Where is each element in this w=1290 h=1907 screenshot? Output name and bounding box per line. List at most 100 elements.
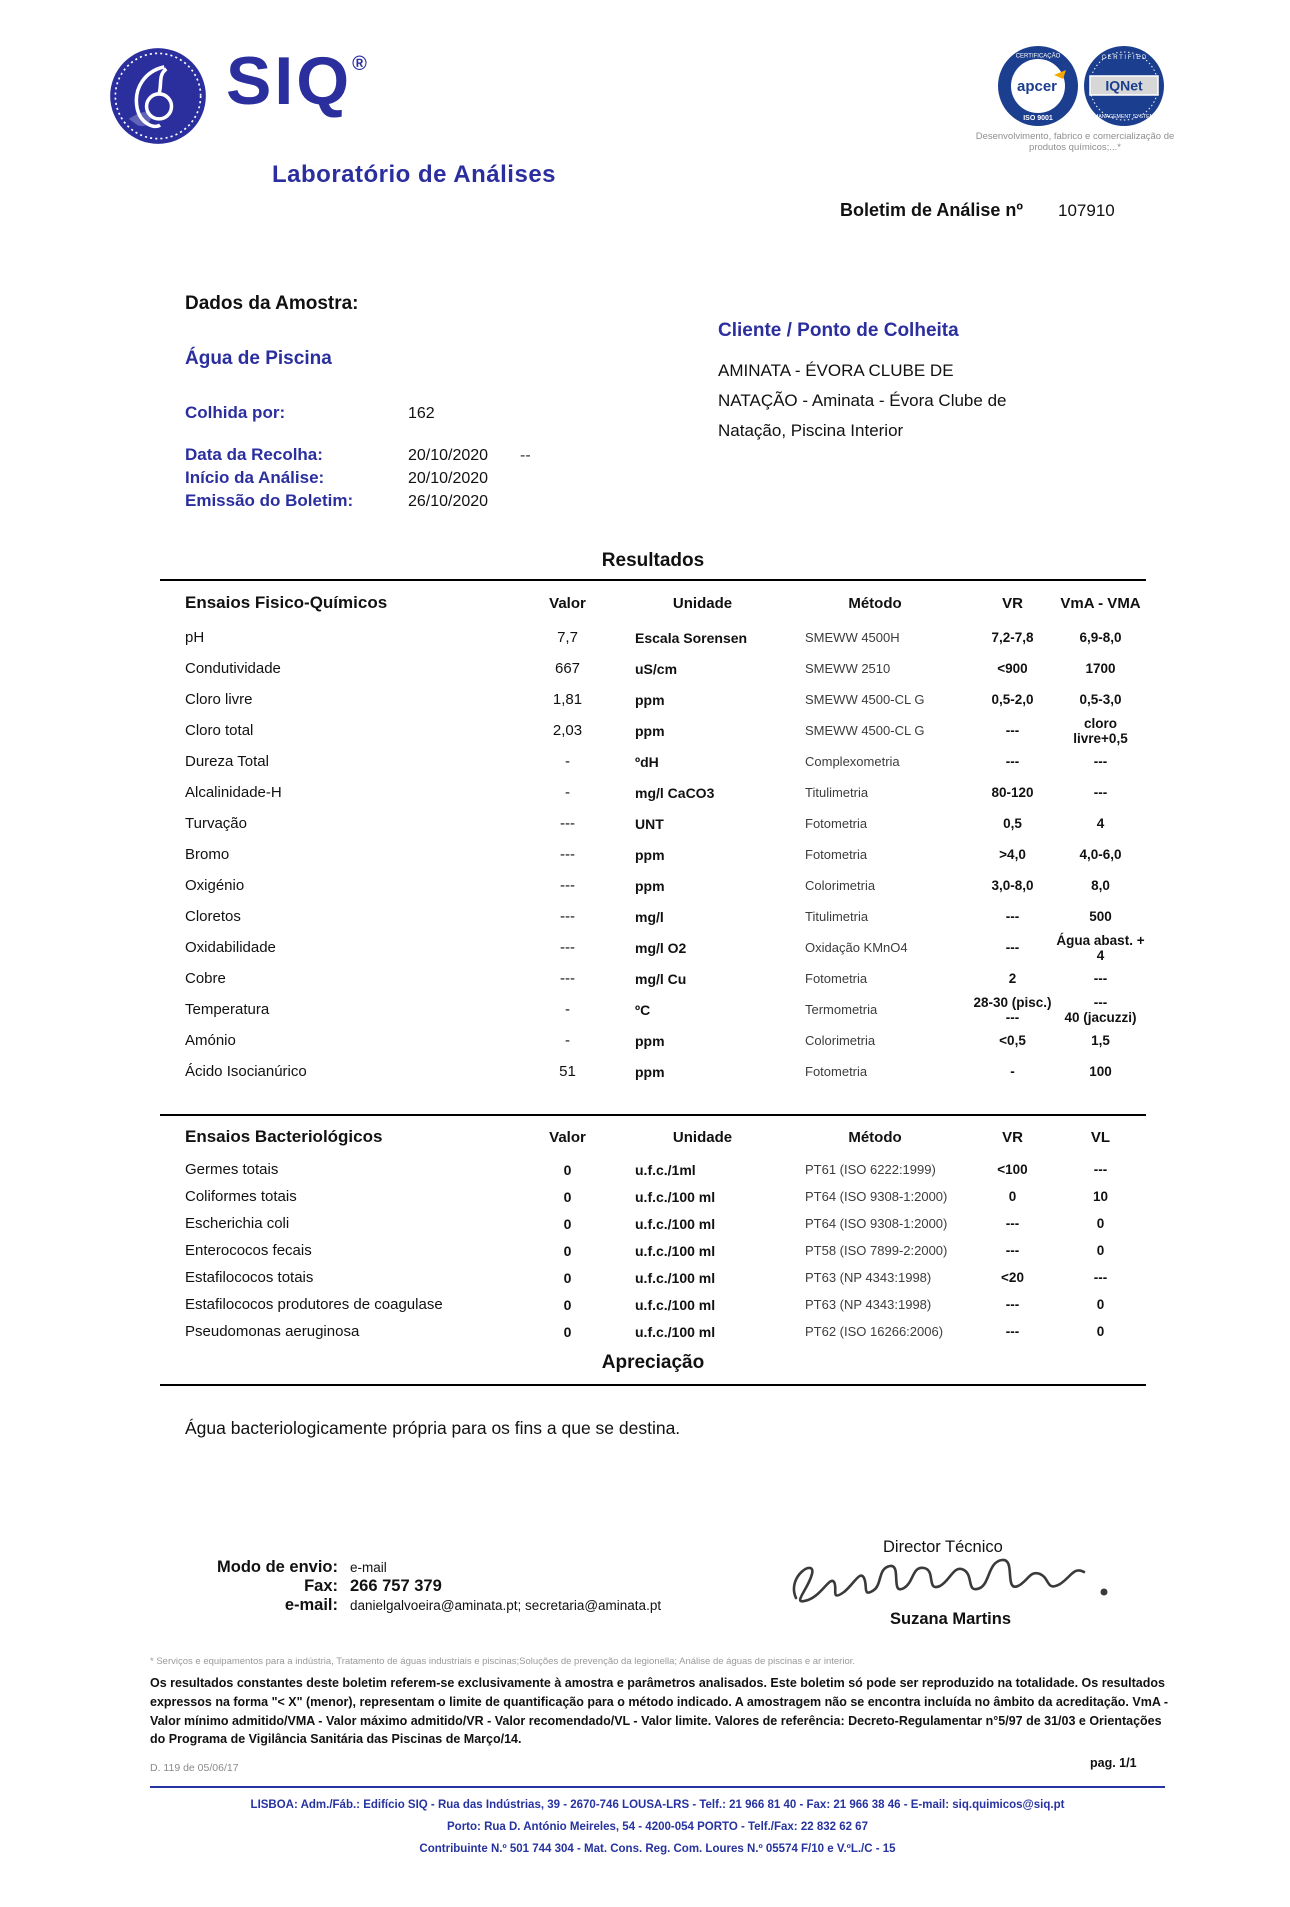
param-method-cell: PT61 (ISO 6222:1999): [805, 1162, 936, 1177]
table-row: Germes totais 0 u.f.c./1ml PT61 (ISO 622…: [160, 1156, 1146, 1183]
param-limit-cell: 8,0: [1091, 878, 1110, 893]
table-row: Cloro total 2,03 ppm SMEWW 4500-CL G ---…: [160, 715, 1146, 746]
param-name-cell: pH: [185, 629, 205, 646]
dispatch-label: Modo de envio:: [217, 1558, 338, 1576]
table-row: Dureza Total - ºdH Complexometria --- --…: [160, 746, 1146, 777]
sample-type: Água de Piscina: [185, 348, 332, 369]
param-vr-cell: ---: [1005, 1324, 1020, 1339]
param-value-cell: 1,81: [552, 691, 583, 708]
param-vr-cell: ---: [1005, 940, 1020, 955]
param-value-cell: 0: [563, 1161, 572, 1178]
param-method-cell: Fotometria: [805, 816, 868, 831]
param-vr-cell: <100: [997, 1162, 1028, 1177]
param-unit-cell: mg/l Cu: [635, 970, 687, 987]
param-value-cell: 667: [554, 660, 581, 677]
column-header: Unidade: [672, 1128, 733, 1146]
sample-field-row: Início da Análise: 20/10/2020: [185, 467, 531, 490]
siq-logo-icon: [106, 44, 210, 148]
param-value-cell: ---: [560, 970, 575, 987]
dispatch-value: 266 757 379: [350, 1577, 442, 1595]
siq-logo-text: SIQ®: [226, 43, 367, 119]
iqnet-badge-icon: C E R T I F I E D IQNet MANAGEMENT SYSTE…: [1082, 44, 1166, 128]
param-value-cell: -: [565, 1032, 570, 1049]
param-limit-cell: ---: [1093, 1162, 1108, 1177]
param-limit-cell: 0,5-3,0: [1079, 692, 1122, 707]
sample-field-value: 162: [408, 405, 435, 422]
param-unit-cell: u.f.c./100 ml: [635, 1242, 716, 1259]
param-value-cell: 0: [563, 1323, 572, 1340]
param-method-cell: PT64 (ISO 9308-1:2000): [805, 1189, 948, 1204]
table-row: Turvação --- UNT Fotometria 0,5 4: [160, 808, 1146, 839]
sample-field-row: Emissão do Boletim: 26/10/2020: [185, 490, 531, 513]
param-name-cell: Oxigénio: [185, 877, 245, 894]
director-title: Director Técnico: [883, 1538, 1003, 1556]
badge-caption: Desenvolvimento, fabrico e comercializaç…: [950, 131, 1200, 153]
param-vr-cell: 2: [1008, 971, 1017, 986]
sample-field-value: 20/10/2020: [408, 447, 489, 464]
table-row: Cloretos --- mg/l Titulimetria --- 500: [160, 901, 1146, 932]
param-limit-cell: 10: [1092, 1189, 1109, 1204]
column-header: Método: [848, 594, 902, 612]
param-name-cell: Amónio: [185, 1032, 236, 1049]
bacterio-rows: Germes totais 0 u.f.c./1ml PT61 (ISO 622…: [160, 1156, 1146, 1345]
param-unit-cell: ppm: [635, 1063, 665, 1080]
svg-text:C E R T I F I E D: C E R T I F I E D: [1102, 55, 1147, 61]
param-method-cell: Colorimetria: [805, 1033, 876, 1048]
company-footer: LISBOA: Adm./Fáb.: Edifício SIQ - Rua da…: [150, 1786, 1165, 1860]
client-line: AMINATA - ÉVORA CLUBE DE: [718, 361, 954, 380]
table-row: Estafilococos totais 0 u.f.c./100 ml PT6…: [160, 1264, 1146, 1291]
param-method-cell: SMEWW 4500H: [805, 630, 900, 645]
svg-text:MANAGEMENT SYSTEM: MANAGEMENT SYSTEM: [1094, 114, 1154, 120]
appreciation-section-title: Apreciação: [160, 1352, 1146, 1386]
badge-caption-line1: Desenvolvimento, fabrico e comercializaç…: [975, 131, 1175, 142]
param-method-cell: Fotometria: [805, 971, 868, 986]
client-line: NATAÇÃO - Aminata - Évora Clube de: [718, 391, 1007, 410]
param-limit-cell: cloro livre+0,5: [1073, 715, 1128, 746]
sample-field-row: Data da Recolha: 20/10/2020 --: [185, 444, 531, 467]
svg-text:apcer: apcer: [1017, 78, 1057, 95]
column-header: Ensaios Bacteriológicos: [185, 1127, 383, 1146]
param-unit-cell: ppm: [635, 1032, 665, 1049]
param-method-cell: Oxidação KMnO4: [805, 940, 908, 955]
registered-mark: ®: [352, 53, 367, 75]
param-name-cell: Cloro livre: [185, 691, 253, 708]
results-disclaimer: Os resultados constantes deste boletim r…: [150, 1676, 1169, 1747]
param-name-cell: Ácido Isocianúrico: [185, 1063, 307, 1080]
param-vr-cell: 0,5: [1003, 816, 1022, 831]
results-section-title: Resultados: [160, 550, 1146, 581]
param-name-cell: Pseudomonas aeruginosa: [185, 1323, 360, 1340]
physchem-header-row: Ensaios Fisico-Químicos Valor Unidade Mé…: [160, 584, 1146, 622]
param-value-cell: 7,7: [557, 629, 578, 646]
badge-caption-line2: produtos químicos;...*: [1029, 142, 1121, 153]
param-unit-cell: ppm: [635, 722, 665, 739]
dispatch-label: Fax:: [304, 1577, 338, 1595]
param-name-cell: Temperatura: [185, 1001, 270, 1018]
bacterio-header-row: Ensaios Bacteriológicos Valor Unidade Mé…: [160, 1118, 1146, 1156]
footer-line-porto: Porto: Rua D. António Meireles, 54 - 420…: [447, 1821, 868, 1833]
param-vr-cell: 0: [1008, 1189, 1017, 1204]
dispatch-label: e-mail:: [284, 1596, 338, 1614]
column-header: VL: [1090, 1128, 1111, 1146]
physchem-table: Ensaios Fisico-Químicos Valor Unidade Mé…: [160, 584, 1146, 1087]
param-name-cell: Enterococos fecais: [185, 1242, 312, 1259]
param-name-cell: Cobre: [185, 970, 226, 987]
column-header: Valor: [549, 1128, 586, 1146]
param-limit-cell: 500: [1089, 909, 1112, 924]
client-address: AMINATA - ÉVORA CLUBE DE NATAÇÃO - Amina…: [718, 356, 1006, 446]
dispatch-row: e-mail: danielgalvoeira@aminata.pt; secr…: [160, 1596, 661, 1615]
sample-field-row: Colhida por: 162: [185, 402, 531, 425]
param-limit-cell: 0: [1096, 1324, 1105, 1339]
param-vr-cell: <20: [1001, 1270, 1024, 1285]
table-row: Ácido Isocianúrico 51 ppm Fotometria - 1…: [160, 1056, 1146, 1087]
footer-line-contribuinte: Contribuinte N.º 501 744 304 - Mat. Cons…: [419, 1843, 896, 1855]
param-unit-cell: u.f.c./1ml: [635, 1161, 696, 1178]
param-method-cell: Complexometria: [805, 754, 900, 769]
param-unit-cell: Escala Sorensen: [635, 629, 748, 646]
param-limit-cell: 4,0-6,0: [1079, 847, 1122, 862]
param-limit-cell: 1,5: [1091, 1033, 1110, 1048]
services-footnote: * Serviços e equipamentos para a indústr…: [150, 1656, 856, 1667]
param-method-cell: Titulimetria: [805, 909, 869, 924]
param-value-cell: -: [565, 784, 570, 801]
table-row: Temperatura - ºC Termometria 28-30 (pisc…: [160, 994, 1146, 1025]
document-reference: D. 119 de 05/06/17: [150, 1762, 239, 1774]
